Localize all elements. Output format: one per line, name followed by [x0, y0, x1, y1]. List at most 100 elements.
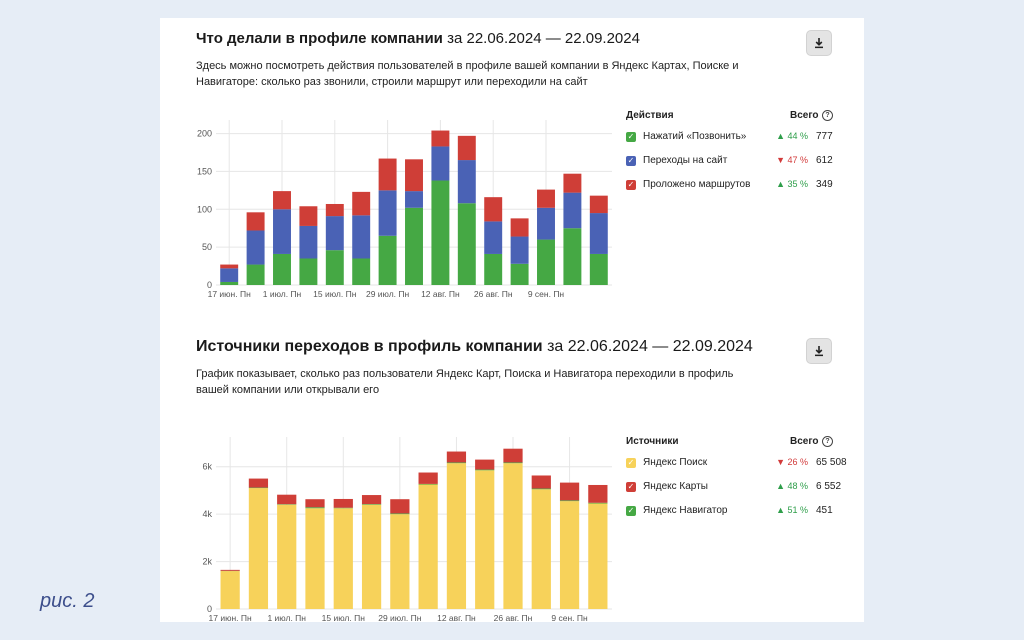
bar-segment[interactable] — [588, 502, 608, 504]
checkbox-icon[interactable]: ✓ — [626, 506, 636, 516]
bar-segment[interactable] — [431, 146, 450, 181]
bar-segment[interactable] — [248, 478, 269, 488]
bar-segment[interactable] — [405, 191, 423, 208]
bar-segment[interactable] — [537, 239, 555, 285]
bar-segment[interactable] — [531, 489, 551, 609]
bar-segment[interactable] — [559, 500, 580, 502]
checkbox-icon[interactable]: ✓ — [626, 180, 636, 190]
checkbox-icon[interactable]: ✓ — [626, 482, 636, 492]
bar-segment[interactable] — [431, 180, 450, 285]
bar-segment[interactable] — [503, 463, 523, 609]
bar-segment[interactable] — [325, 216, 344, 251]
bar-segment[interactable] — [325, 250, 344, 285]
bar-segment[interactable] — [559, 501, 580, 609]
bar-segment[interactable] — [418, 472, 438, 484]
bar-segment[interactable] — [588, 484, 608, 503]
bar-segment[interactable] — [220, 571, 240, 609]
legend-item-site[interactable]: ✓ Переходы на сайт ▼ 47 % 612 — [626, 152, 836, 176]
bar-segment[interactable] — [418, 484, 438, 610]
bar-segment[interactable] — [378, 235, 397, 285]
bar-segment[interactable] — [475, 469, 495, 471]
bar-segment[interactable] — [299, 206, 318, 226]
bar-segment[interactable] — [484, 221, 503, 254]
bar-segment[interactable] — [390, 514, 410, 609]
bar-segment[interactable] — [220, 281, 239, 285]
bar-segment[interactable] — [352, 191, 371, 216]
bar-segment[interactable] — [563, 228, 582, 285]
bar-segment[interactable] — [390, 499, 410, 514]
legend-item-navigator[interactable]: ✓ Яндекс Навигатор ▲ 51 % 451 — [626, 502, 836, 526]
bar-segment[interactable] — [418, 483, 438, 485]
bar-segment[interactable] — [390, 513, 410, 515]
bar-segment[interactable] — [325, 203, 344, 217]
sources-download-button[interactable] — [806, 338, 832, 364]
bar-segment[interactable] — [333, 498, 353, 508]
bar-segment[interactable] — [361, 495, 382, 505]
help-icon[interactable]: ? — [822, 110, 833, 121]
bar-segment[interactable] — [246, 264, 265, 285]
bar-segment[interactable] — [588, 503, 608, 609]
bar-segment[interactable] — [273, 191, 291, 210]
bar-segment[interactable] — [405, 207, 423, 285]
legend-item-search[interactable]: ✓ Яндекс Поиск ▼ 26 % 65 508 — [626, 454, 847, 478]
bar-segment[interactable] — [273, 253, 291, 285]
bar-segment[interactable] — [361, 504, 382, 505]
legend-item-calls[interactable]: ✓ Нажатий «Позвонить» ▲ 44 % 777 — [626, 128, 836, 152]
bar-segment[interactable] — [510, 236, 529, 264]
bar-segment[interactable] — [475, 470, 495, 609]
bar-segment[interactable] — [446, 463, 467, 609]
bar-segment[interactable] — [510, 263, 529, 285]
bar-segment[interactable] — [537, 207, 555, 240]
legend-header-total: Всего — [790, 110, 819, 121]
bar-segment[interactable] — [361, 504, 382, 609]
bar-segment[interactable] — [457, 203, 476, 285]
bar-segment[interactable] — [537, 189, 555, 208]
bar-segment[interactable] — [333, 508, 353, 609]
bar-segment[interactable] — [589, 213, 608, 254]
checkbox-icon[interactable]: ✓ — [626, 458, 636, 468]
bar-segment[interactable] — [305, 499, 325, 508]
bar-segment[interactable] — [246, 230, 265, 265]
bar-segment[interactable] — [305, 508, 325, 609]
bar-segment[interactable] — [248, 488, 269, 609]
bar-segment[interactable] — [475, 459, 495, 470]
bar-segment[interactable] — [503, 448, 523, 463]
bar-segment[interactable] — [446, 462, 467, 464]
legend-item-routes[interactable]: ✓ Проложено маршрутов ▲ 35 % 349 — [626, 176, 836, 200]
bar-segment[interactable] — [431, 130, 450, 147]
bar-segment[interactable] — [589, 195, 608, 214]
bar-segment[interactable] — [352, 258, 371, 286]
bar-segment[interactable] — [563, 173, 582, 193]
bar-segment[interactable] — [305, 507, 325, 509]
bar-segment[interactable] — [299, 225, 318, 259]
bar-segment[interactable] — [277, 494, 297, 505]
bar-segment[interactable] — [220, 569, 240, 571]
bar-segment[interactable] — [299, 258, 318, 286]
checkbox-icon[interactable]: ✓ — [626, 132, 636, 142]
checkbox-icon[interactable]: ✓ — [626, 156, 636, 166]
bar-segment[interactable] — [484, 253, 503, 285]
legend-item-maps[interactable]: ✓ Яндекс Карты ▲ 48 % 6 552 — [626, 478, 841, 502]
bar-segment[interactable] — [220, 268, 239, 282]
bar-segment[interactable] — [273, 209, 291, 254]
bar-segment[interactable] — [446, 451, 467, 463]
bar-segment[interactable] — [352, 215, 371, 259]
bar-segment[interactable] — [457, 160, 476, 204]
bar-segment[interactable] — [531, 488, 551, 490]
bar-segment[interactable] — [563, 192, 582, 229]
bar-segment[interactable] — [559, 482, 580, 501]
bar-segment[interactable] — [405, 159, 423, 192]
bar-segment[interactable] — [589, 253, 608, 285]
bar-segment[interactable] — [246, 212, 265, 231]
bar-segment[interactable] — [378, 190, 397, 236]
bar-segment[interactable] — [503, 462, 523, 464]
bar-segment[interactable] — [220, 264, 239, 269]
bar-segment[interactable] — [531, 475, 551, 489]
bar-segment[interactable] — [510, 218, 529, 237]
help-icon[interactable]: ? — [822, 436, 833, 447]
bar-segment[interactable] — [484, 197, 503, 222]
actions-download-button[interactable] — [806, 30, 832, 56]
bar-segment[interactable] — [277, 504, 297, 609]
bar-segment[interactable] — [378, 158, 397, 191]
bar-segment[interactable] — [457, 135, 476, 161]
